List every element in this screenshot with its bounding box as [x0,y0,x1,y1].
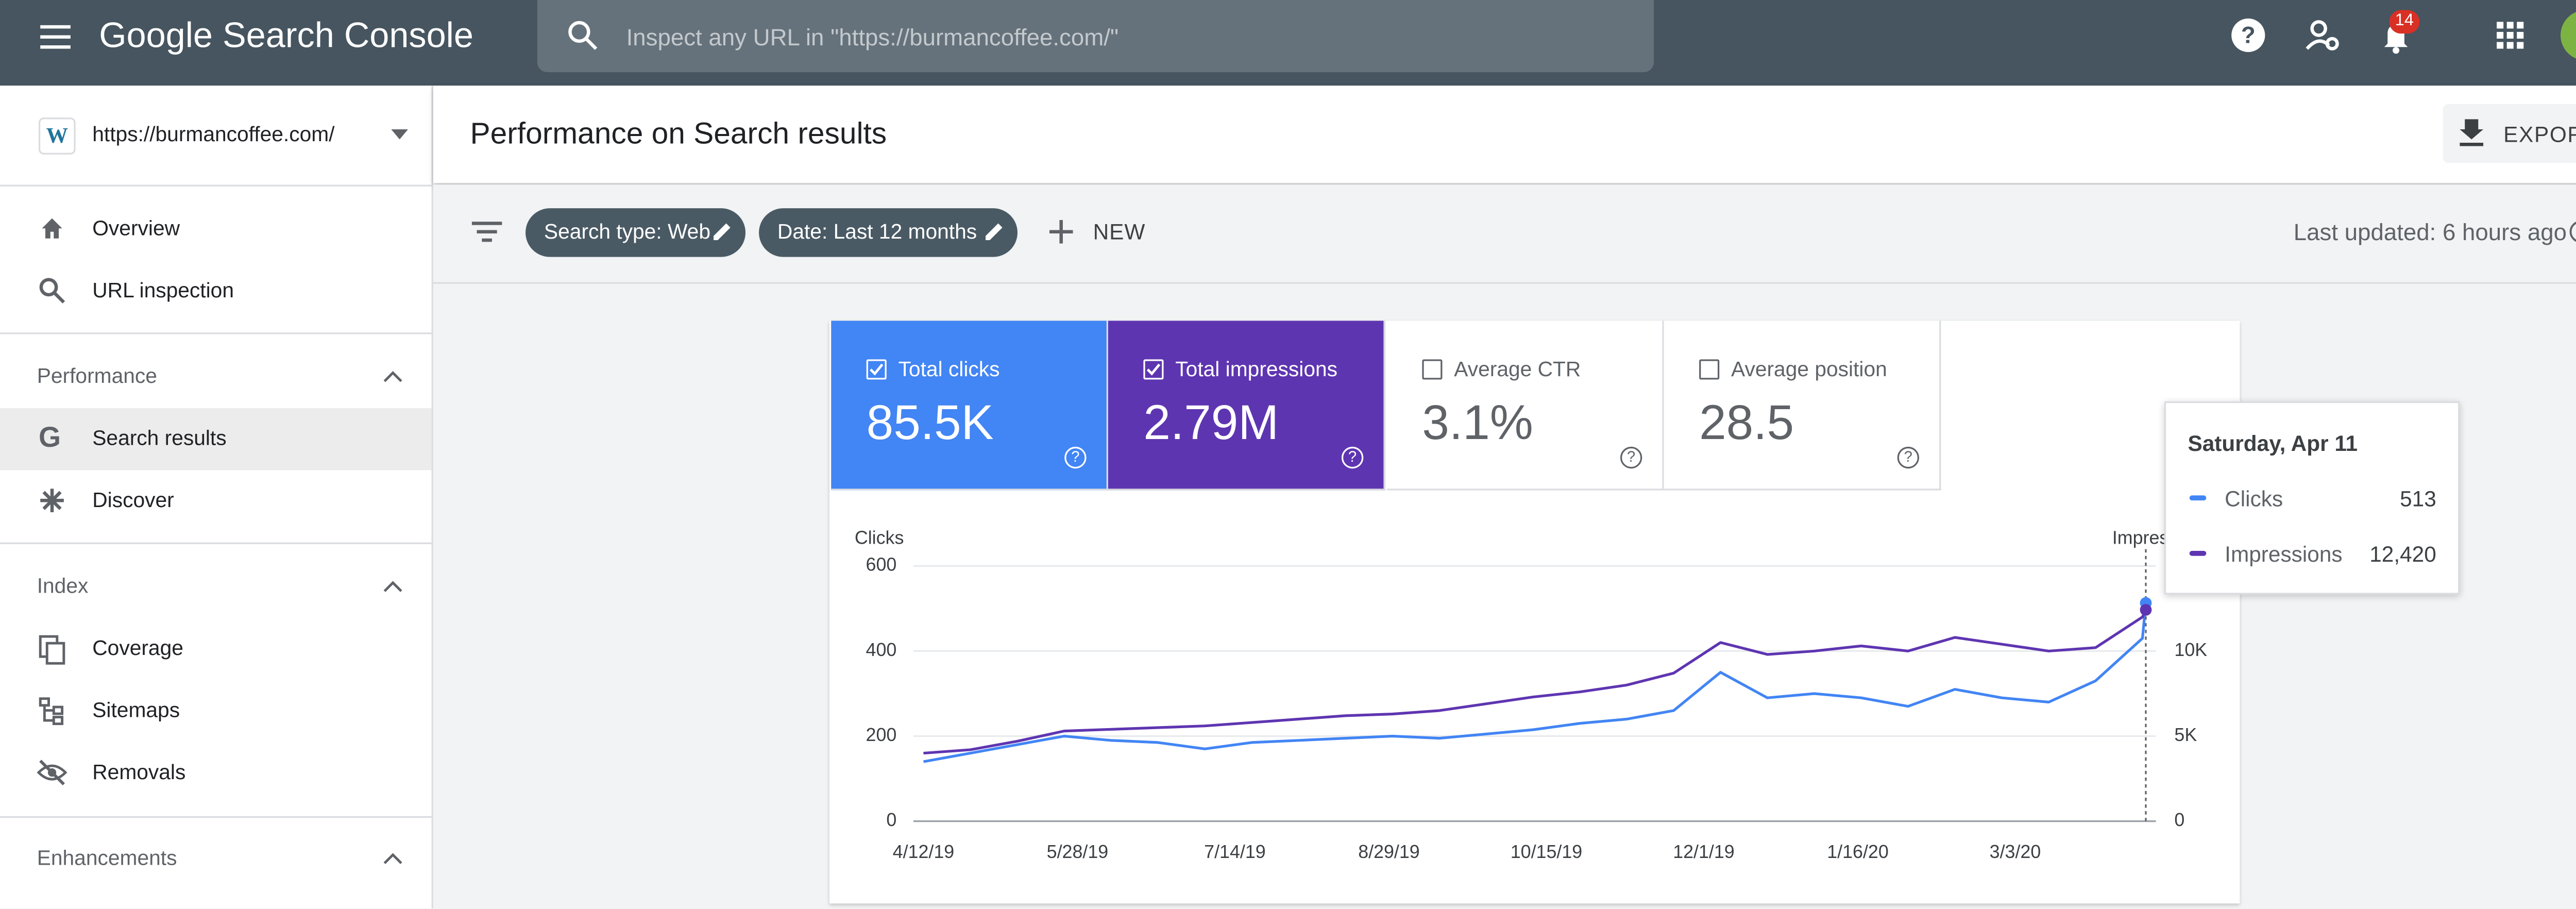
x-tick-label: 12/1/19 [1673,841,1735,862]
series-line [923,610,2146,753]
check-mark [868,361,885,378]
search-icon [566,19,599,52]
edit-icon[interactable] [712,222,732,242]
app-name: Google Search Console [99,17,473,57]
metric-label: Average position [1731,358,1887,381]
metric-checkbox [1699,359,1719,379]
section-title[interactable]: Performance [37,364,157,388]
filter-chip-label: Search type: Web [544,220,710,244]
nav-item[interactable]: Removals [92,761,185,784]
divider [0,332,432,334]
metric-checkbox [1422,359,1442,379]
x-tick-label: 1/16/20 [1827,841,1889,862]
chart: Clicks Impressions 020040060005K10K15K4/… [829,491,2240,904]
divider [0,543,432,544]
metric-value: 85.5K [867,397,994,453]
hover-point [2140,604,2152,616]
tooltip-swatch [2190,495,2207,500]
nav-item[interactable]: Discover [92,489,174,512]
metric-checkbox [1143,359,1163,379]
google-icon: G [39,422,61,455]
nav-item[interactable]: Search results [92,427,226,450]
help-icon[interactable]: ? [2569,220,2576,244]
metric-label: Total clicks [899,358,1000,381]
download-icon [2458,117,2485,148]
filter-chip-label: Date: Last 12 months [777,220,977,244]
y2-tick-label: 10K [2174,639,2207,660]
x-tick-label: 7/14/19 [1204,841,1266,862]
account-settings-icon[interactable] [2303,17,2341,54]
sitemaps-icon [39,697,65,725]
home-icon [39,215,65,242]
nav-item[interactable]: Coverage [92,636,183,660]
dropdown-arrow[interactable] [389,128,410,141]
x-tick-label: 3/3/20 [1990,841,2041,862]
search-icon [39,277,65,304]
x-tick-label: 10/15/19 [1511,841,1582,862]
metric-help: ? [1897,447,1919,468]
y-tick-label: 0 [886,810,896,830]
metric-value: 3.1% [1422,397,1533,453]
help-icon[interactable]: ? [2230,17,2267,54]
svg-text:?: ? [2241,22,2256,48]
tooltip-series: Impressions [2225,542,2342,567]
discover-icon [39,487,65,514]
metric-help: ? [1342,447,1363,468]
metric-checkbox [867,359,887,379]
metric-label: Average CTR [1454,358,1581,381]
export-label[interactable]: EXPORT [2503,122,2576,147]
tooltip: Saturday, Apr 11 Clicks 513 Impressions … [2164,401,2460,595]
metric-label: Total impressions [1175,358,1337,381]
collapse-icon[interactable] [383,579,403,593]
tooltip-title: Saturday, Apr 11 [2188,431,2358,456]
x-tick-label: 4/12/19 [893,841,955,862]
last-updated: Last updated: 6 hours ago [2294,218,2567,245]
divider [0,184,432,186]
x-tick-label: 5/28/19 [1047,841,1109,862]
removals-icon [37,759,67,786]
metric-help: ? [1064,447,1086,468]
y-axis-label: Clicks [855,528,904,548]
y-tick-label: 200 [866,725,897,745]
edit-icon[interactable] [984,222,1004,242]
add-icon[interactable] [1049,220,1073,244]
nav-item[interactable]: Overview [92,216,180,240]
tooltip-value: 12,420 [2369,542,2436,567]
tooltip-swatch [2190,551,2207,556]
section-title[interactable]: Enhancements [37,847,177,870]
page-title: Performance on Search results [470,117,887,152]
filter-icon[interactable] [472,220,502,244]
nav-item[interactable]: Sitemaps [92,699,180,722]
menu-icon[interactable] [39,22,72,52]
check-mark [1145,361,1162,378]
series-line [923,603,2146,762]
notification-badge: 14 [2389,10,2420,34]
divider [0,816,432,818]
tooltip-series: Clicks [2225,486,2283,511]
x-tick-label: 8/29/19 [1358,841,1420,862]
y2-tick-label: 0 [2174,810,2184,830]
metric-value: 2.79M [1143,397,1279,453]
property-icon: W [39,117,76,155]
filter-bar [433,184,2576,283]
metric-help: ? [1620,447,1642,468]
section-title[interactable]: Index [37,575,89,598]
search-placeholder: Inspect any URL in "https://burmancoffee… [626,24,1119,50]
collapse-icon[interactable] [383,851,403,865]
y-tick-label: 400 [866,639,897,660]
metric-value: 28.5 [1699,397,1794,453]
tooltip-value: 513 [2400,486,2436,511]
property[interactable]: https://burmancoffee.com/ [92,123,334,146]
nav-item[interactable]: URL inspection [92,279,234,302]
new-filter[interactable]: NEW [1093,219,1146,244]
y-tick-label: 600 [866,554,897,575]
apps-icon[interactable] [2495,20,2526,50]
collapse-icon[interactable] [383,369,403,383]
coverage-icon [39,635,65,665]
y2-tick-label: 5K [2174,725,2197,745]
